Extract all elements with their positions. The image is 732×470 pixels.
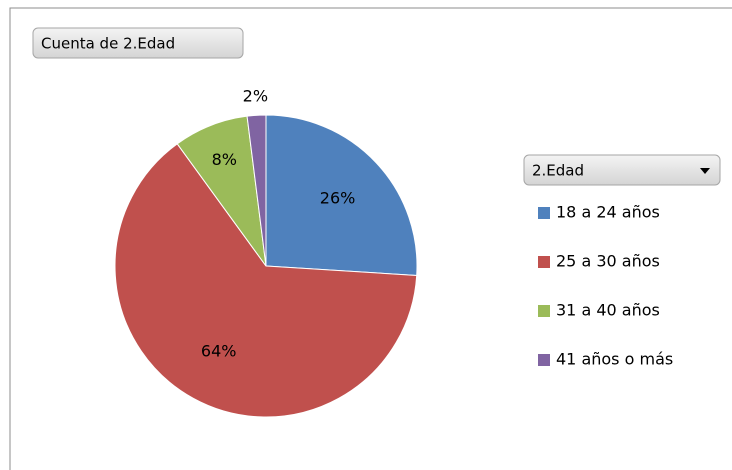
data-label: 26% [320,188,356,207]
legend-label: 31 a 40 años [556,301,660,320]
data-label: 64% [201,342,237,361]
data-label: 8% [212,150,237,169]
legend-label: 18 a 24 años [556,203,660,222]
legend-label: 41 años o más [556,350,673,369]
pie-slice [265,114,418,277]
legend-button-box[interactable] [523,154,721,186]
pie-slice [246,114,267,267]
data-label: 2% [243,87,268,106]
legend-swatch [538,305,550,317]
legend-title[interactable]: 2.Edad [532,162,584,180]
legend-button[interactable]: 2.Edad [523,154,721,186]
legend-swatch [538,256,550,268]
pie-slice [114,143,418,418]
legend-swatch [538,207,550,219]
legend-swatch [538,354,550,366]
field-button-label[interactable]: Cuenta de 2.Edad [41,35,175,53]
legend-label: 25 a 30 años [556,252,660,271]
dropdown-arrow[interactable] [700,168,710,174]
field-button-box[interactable] [32,27,244,59]
field-button[interactable]: Cuenta de 2.Edad [32,27,244,59]
